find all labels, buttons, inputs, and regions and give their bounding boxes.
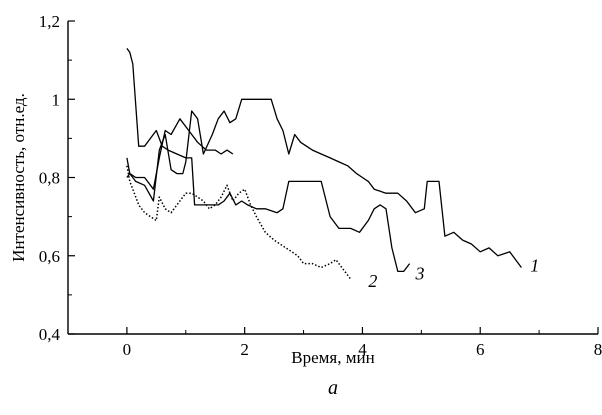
panel-label: а	[328, 377, 338, 399]
x-tick-label: 4	[358, 340, 367, 359]
y-tick-label: 0,8	[39, 169, 60, 188]
series-label-3: 3	[414, 263, 424, 283]
y-tick-label: 0,6	[39, 247, 60, 266]
x-axis-title: Время, мин	[291, 348, 374, 367]
labels-layer: Время, мин Интенсивность, отн.ед. а 1 2 3	[9, 93, 539, 399]
y-tick-label: 1	[52, 90, 61, 109]
y-axis-title: Интенсивность, отн.ед.	[9, 93, 28, 262]
y-tick-label: 1,2	[39, 12, 60, 31]
x-tick-label: 0	[123, 340, 132, 359]
series-line-1	[126, 98, 522, 268]
x-tick-label: 2	[240, 340, 249, 359]
series-line-2	[126, 165, 352, 280]
y-tick-label: 0,4	[39, 325, 61, 344]
series-label-1: 1	[530, 256, 539, 276]
series-label-2: 2	[368, 271, 377, 291]
axes: 0 2 4 6 8 0,4 0,6 0,8 1 1,2	[39, 12, 602, 359]
series-line-3	[126, 48, 411, 273]
series-layer	[126, 48, 522, 280]
x-tick-label: 8	[594, 340, 602, 359]
series-line-unlabeled-3	[126, 118, 234, 190]
x-tick-label: 6	[476, 340, 485, 359]
